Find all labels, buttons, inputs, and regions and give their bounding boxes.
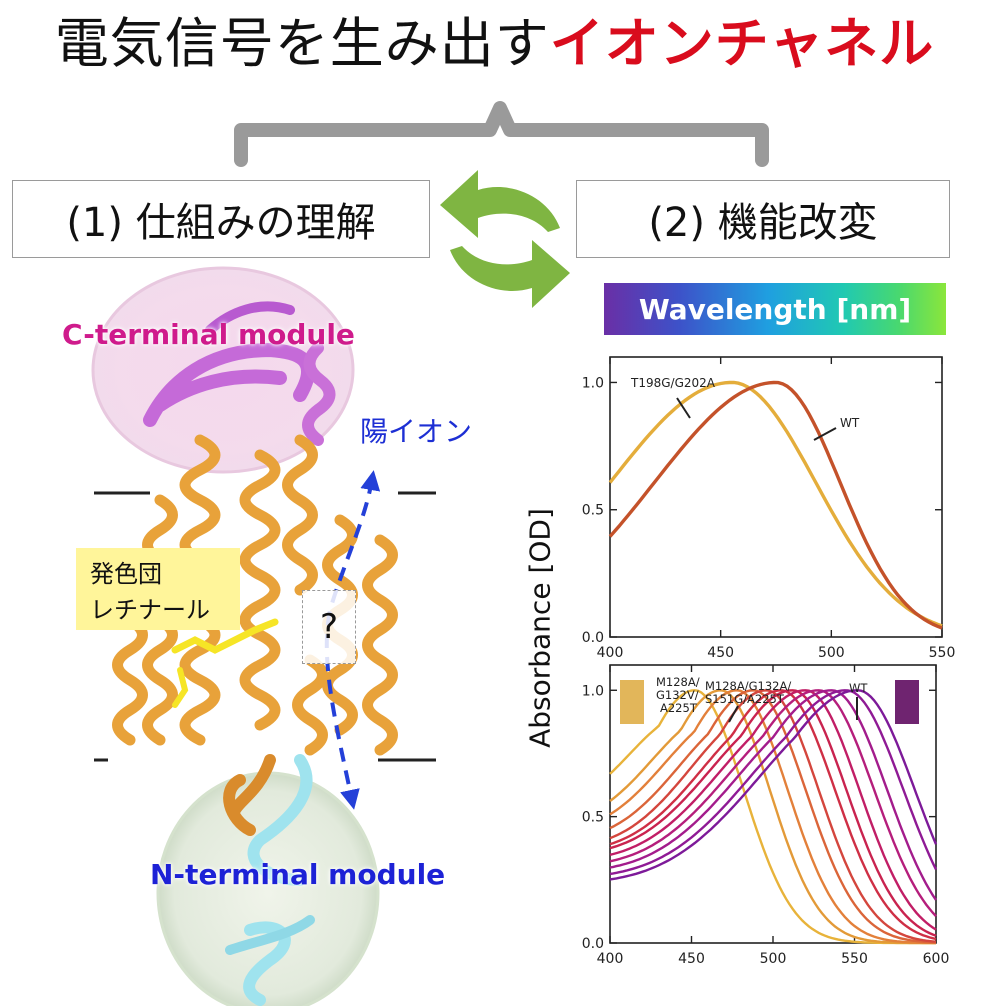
chart2-series-2 [609,689,936,945]
chart1-series-2 [608,380,943,630]
chart1-wt-pointer [813,427,837,441]
y-axis-label: Absorbance [OD] [523,508,557,748]
chart2-series-12 [609,689,938,881]
chart1-annotation-mutant: T198G/G202A [630,376,716,390]
membrane-lines [94,491,436,762]
chart2-ytick-label: 1.0 [582,683,604,699]
chart2-b-pointer [728,705,739,723]
chart2-annotation-wt: WT [849,681,868,695]
n-terminal-label: N-terminal module [150,858,446,891]
chart1-ytick-label: 1.0 [582,375,604,391]
chart1-xtick-label: 400 [597,645,624,661]
cycle-arrows-icon [440,170,570,308]
chart2-series-6 [609,689,937,941]
chart1-ytick-label: 0.0 [582,630,604,646]
chart2-series-9 [609,689,937,918]
chart2-series-8 [609,689,937,931]
c-terminal-bubble [91,266,355,474]
absorbance-chart-2: 400 450 500 550 600 0.0 0.5 1.0 [582,664,950,967]
chart2-ytick-label: 0.0 [582,936,604,952]
unknown-mechanism-box: ? [302,590,356,664]
chart2-annotation-a1: M128A/ [656,675,700,689]
chart2-xtick-label: 400 [597,951,624,967]
ion-path-arrow [324,470,381,810]
box-mechanism-understanding: (1) 仕組みの理解 [12,180,430,258]
chart2-annotation-b1: M128A/G132A/ [705,679,791,693]
chart2-ytick-label: 0.5 [582,810,604,826]
chart2-annotation-a2: G132V/ [656,688,699,702]
bracket [234,101,769,167]
chart2-series-10 [609,689,937,901]
chart2-annotation-a3: A225T [660,701,698,715]
title-main: 電気信号を生み出す [54,12,550,75]
chart1-ytick-label: 0.5 [582,503,604,519]
chart1-frame [609,356,943,638]
title-highlight: イオンチャネル [549,12,935,75]
chromophore-line2: レチナール [90,596,210,624]
chart2-xtick-label: 550 [841,951,868,967]
chart2-xtick-label: 450 [678,951,705,967]
chromophore-label: 発色団 レチナール [76,548,240,630]
chromophore-line1: 発色団 [90,560,162,588]
chart2-series-7 [609,689,937,937]
box-function-modification: (2) 機能改変 [576,180,950,258]
page-title: 電気信号を生み出すイオンチャネル [0,8,989,80]
cation-label: 陽イオン [360,415,473,448]
chart1-xtick-label: 500 [818,645,845,661]
chart1-mutant-pointer [676,397,691,419]
chart1-xtick-label: 450 [707,645,734,661]
absorbance-chart-1: 400 450 500 550 0.0 0.5 1.0 [582,356,956,661]
wavelength-bar: Wavelength [nm] [604,283,946,335]
yellow-sample-swatch [620,680,644,724]
chart1-xtick-label: 550 [929,645,956,661]
chart2-series-3 [609,689,936,945]
chart1-series-1 [608,380,943,628]
chart2-xtick-label: 500 [760,951,787,967]
purple-sample-swatch [895,680,919,724]
chart2-annotation-b2: S151G/A225T [705,692,785,706]
chart2-xtick-label: 600 [923,951,950,967]
c-terminal-label: C-terminal module [62,318,355,351]
chart1-annotation-wt: WT [840,416,860,430]
chart2-series-11 [609,689,938,876]
